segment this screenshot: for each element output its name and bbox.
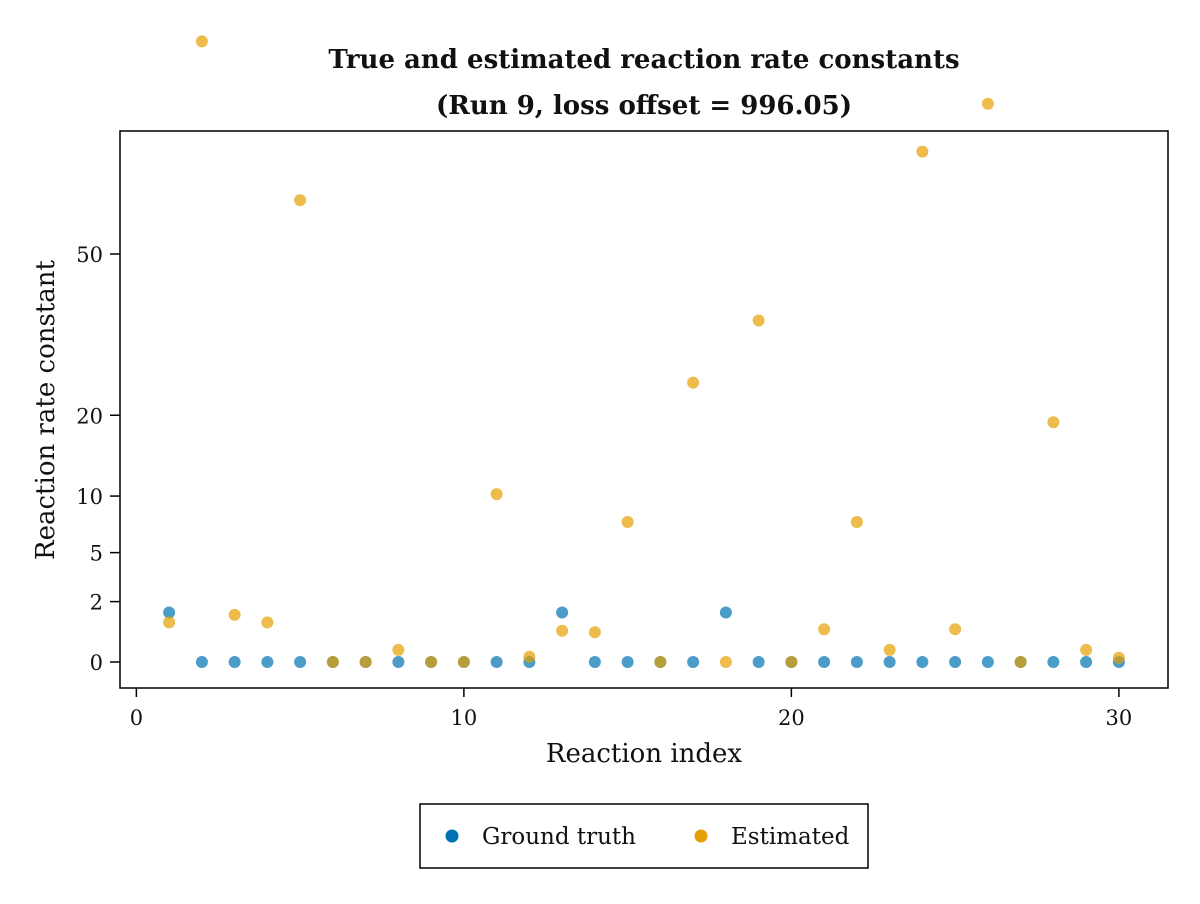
estimated-point xyxy=(785,656,798,668)
estimated-point xyxy=(359,656,372,668)
data-points xyxy=(163,35,1125,668)
estimated-point xyxy=(1014,656,1027,668)
estimated-point xyxy=(981,97,994,110)
ground-truth-point xyxy=(392,656,405,668)
estimated-point xyxy=(850,516,863,529)
estimated-point xyxy=(425,656,438,668)
ground-truth-point xyxy=(687,656,700,668)
estimated-point xyxy=(588,626,601,639)
estimated-point xyxy=(261,616,274,629)
estimated-point xyxy=(523,650,536,663)
y-axis-label: Reaction rate constant xyxy=(31,259,61,559)
ground-truth-point xyxy=(621,656,634,668)
y-tick-label: 2 xyxy=(90,591,103,615)
estimated-point xyxy=(163,616,176,629)
ground-truth-point xyxy=(1080,656,1093,668)
ground-truth-point xyxy=(818,656,831,668)
y-tick-label: 10 xyxy=(76,485,103,509)
estimated-point xyxy=(294,194,307,207)
legend-box xyxy=(419,803,869,869)
ground-truth-point xyxy=(228,656,241,668)
x-tick-label: 0 xyxy=(130,706,143,730)
y-tick-label: 20 xyxy=(76,404,103,428)
x-axis-label: Reaction index xyxy=(546,739,743,769)
ground-truth-point xyxy=(163,606,176,619)
estimated-point xyxy=(883,643,896,656)
y-tick-label: 0 xyxy=(90,651,103,675)
estimated-point xyxy=(490,488,503,501)
estimated-point xyxy=(916,145,929,158)
ground-truth-point xyxy=(752,656,765,668)
estimated-point xyxy=(654,656,667,668)
plot-area xyxy=(119,130,1169,689)
ground-truth-point xyxy=(850,656,863,668)
legend: Ground truth Estimated xyxy=(419,803,869,869)
chart-subtitle: (Run 9, loss offset = 996.05) xyxy=(436,91,852,121)
estimated-point xyxy=(1047,416,1060,429)
estimated-point xyxy=(752,314,765,327)
estimated-point xyxy=(228,608,241,621)
x-tick-label: 20 xyxy=(778,706,805,730)
ground-truth-point xyxy=(719,606,732,619)
ground-truth-point xyxy=(195,656,208,668)
ground-truth-point xyxy=(556,606,569,619)
estimated-point xyxy=(621,516,634,529)
chart-title: True and estimated reaction rate constan… xyxy=(328,45,959,75)
estimated-point xyxy=(687,376,700,389)
legend-label-ground-truth: Ground truth xyxy=(482,824,636,850)
ground-truth-point xyxy=(883,656,896,668)
y-tick-label: 5 xyxy=(90,542,103,566)
ground-truth-point xyxy=(588,656,601,668)
ground-truth-point xyxy=(294,656,307,668)
x-tick-label: 30 xyxy=(1106,706,1133,730)
y-axis: 0 2 5 10 20 50 xyxy=(76,243,120,675)
estimated-point xyxy=(392,643,405,656)
legend-label-estimated: Estimated xyxy=(731,824,850,850)
estimated-point xyxy=(457,656,470,668)
estimated-point xyxy=(556,624,569,637)
estimated-point xyxy=(818,623,831,636)
estimated-point xyxy=(195,35,208,48)
y-tick-label: 50 xyxy=(76,243,103,267)
legend-marker-ground-truth xyxy=(445,829,459,843)
legend-marker-estimated xyxy=(694,829,708,843)
estimated-point xyxy=(719,656,732,668)
ground-truth-point xyxy=(1047,656,1060,668)
x-axis: 0 10 20 30 xyxy=(130,688,1133,730)
estimated-point xyxy=(1112,651,1125,664)
ground-truth-point xyxy=(949,656,962,668)
ground-truth-point xyxy=(261,656,274,668)
estimated-point xyxy=(949,623,962,636)
ground-truth-point xyxy=(916,656,929,668)
estimated-point xyxy=(1080,643,1093,656)
x-tick-label: 10 xyxy=(451,706,478,730)
ground-truth-point xyxy=(981,656,994,668)
ground-truth-point xyxy=(490,656,503,668)
estimated-point xyxy=(326,656,339,668)
